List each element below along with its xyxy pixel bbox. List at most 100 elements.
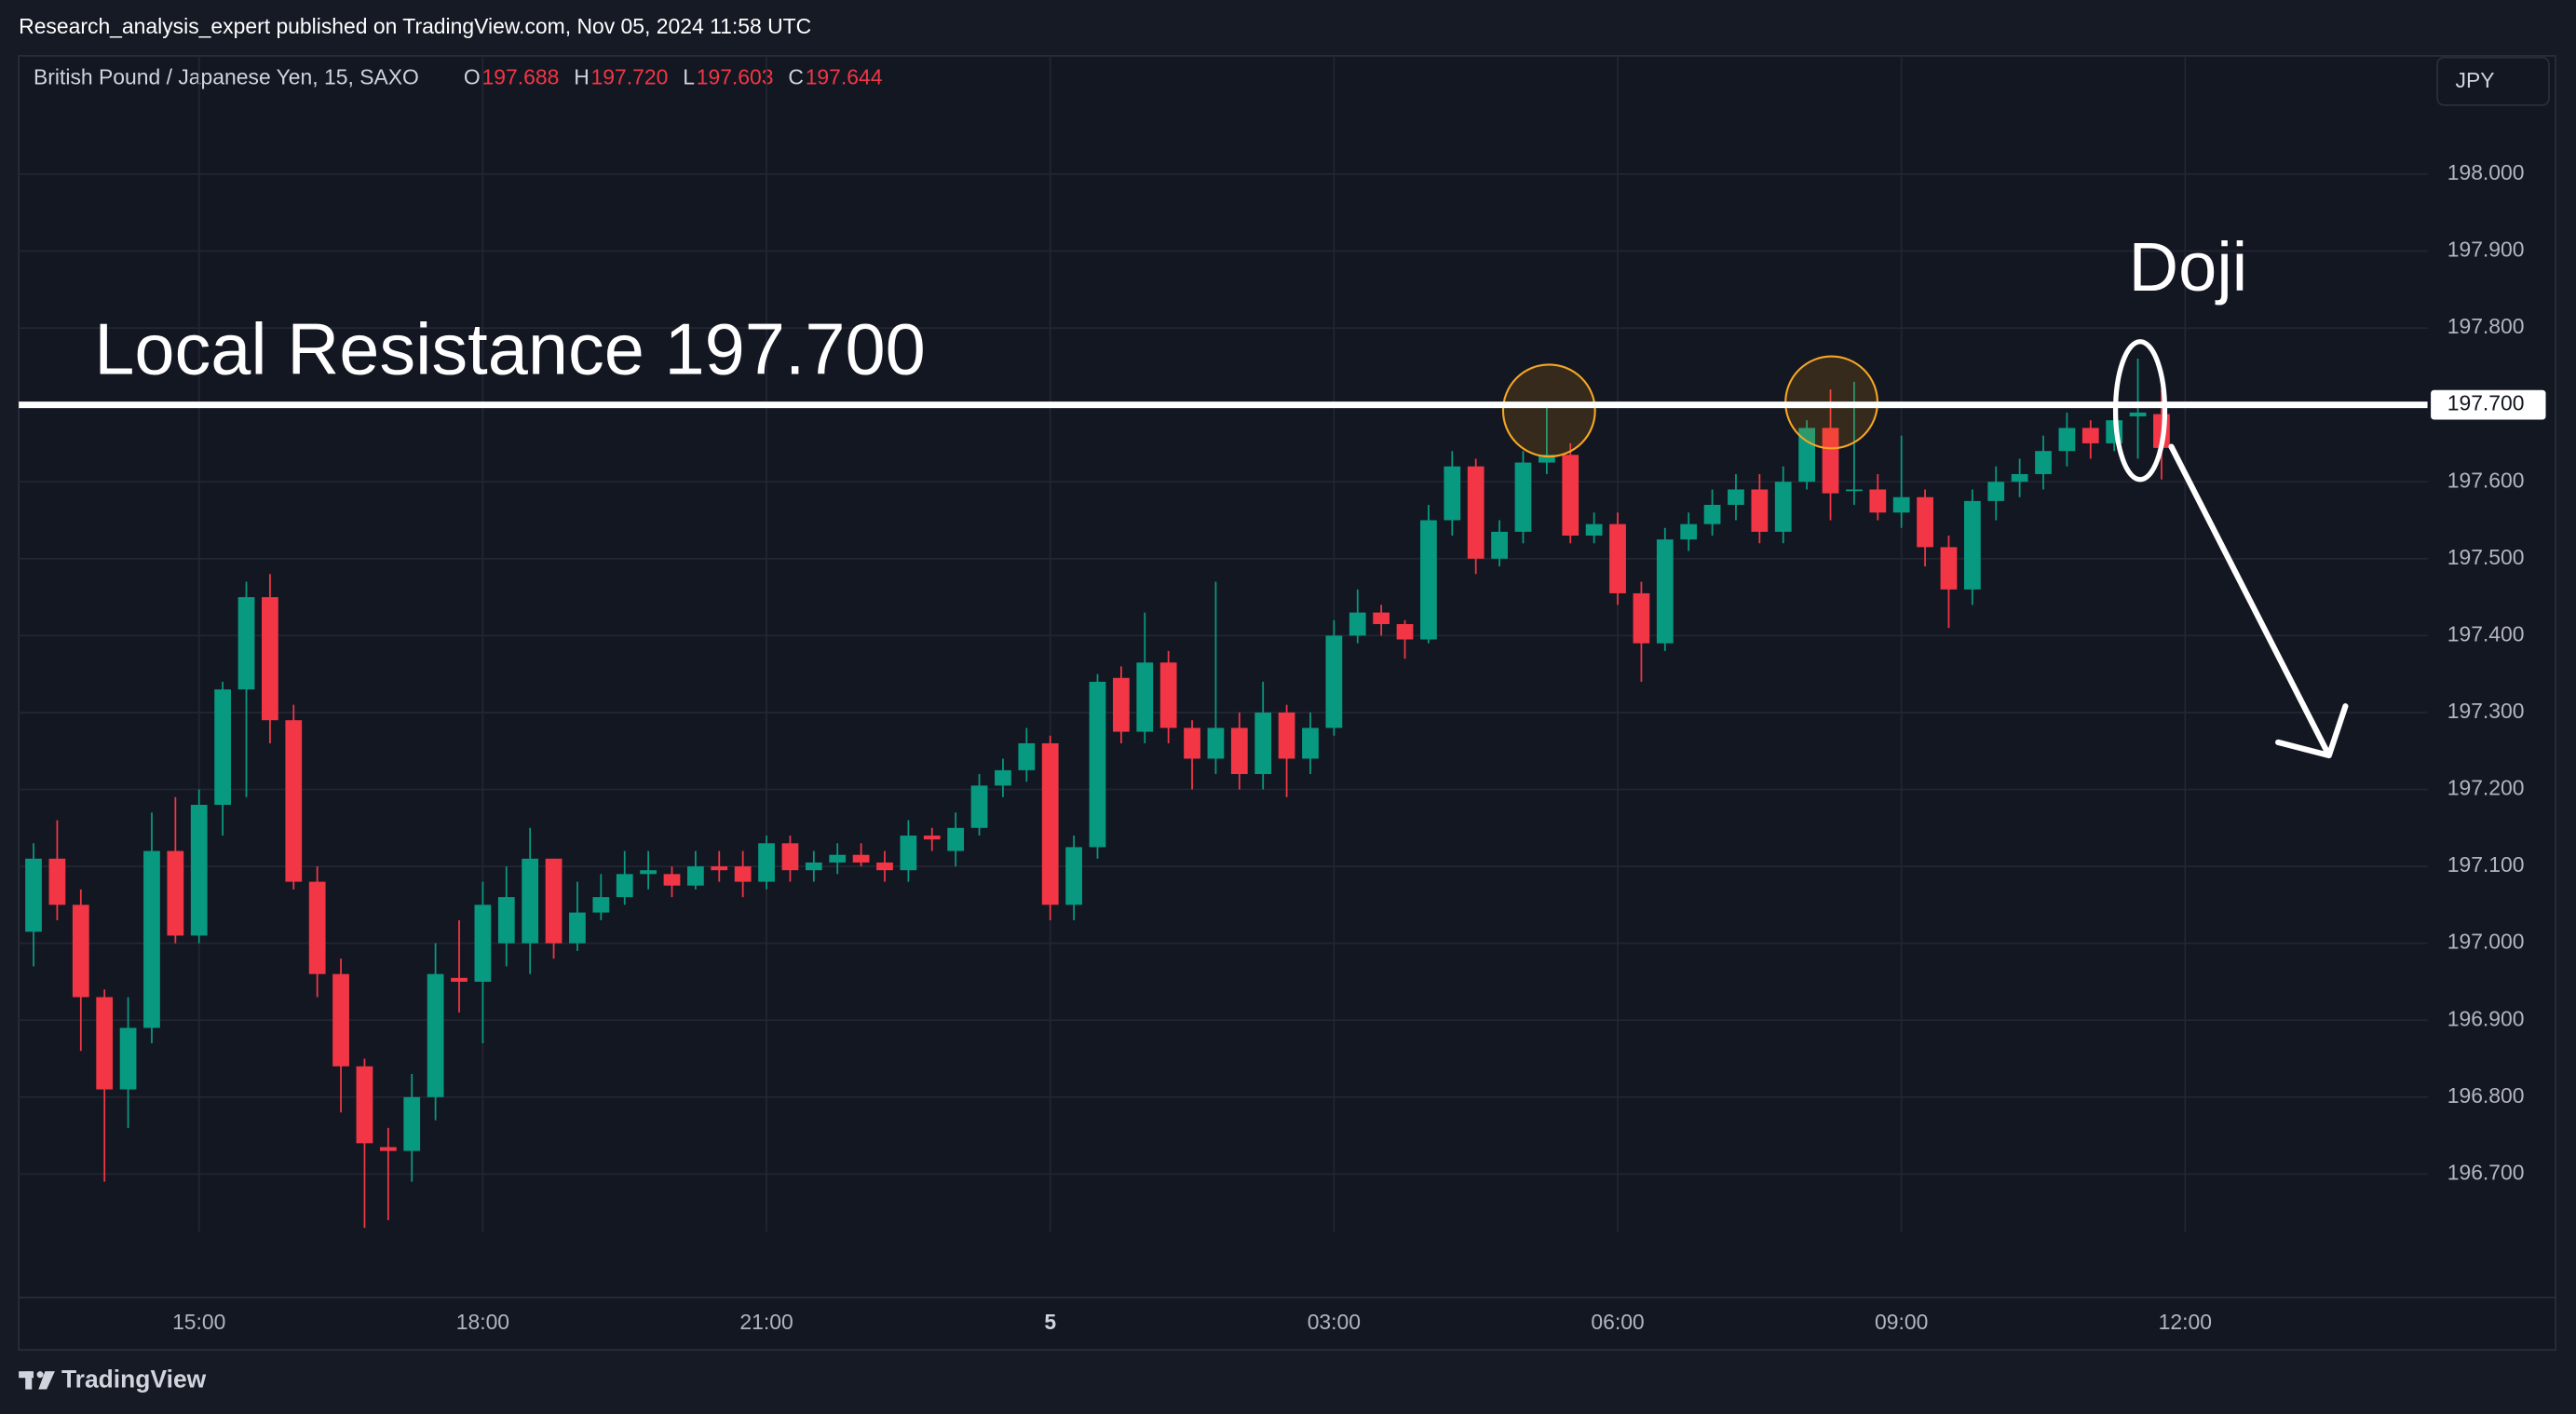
candle-body	[1349, 612, 1366, 636]
candle-body	[1562, 455, 1579, 537]
candle-body	[569, 912, 586, 944]
candle-body	[852, 854, 870, 863]
y-tick-label: 197.800	[2447, 314, 2525, 338]
candle-body	[96, 997, 114, 1090]
candle-body	[1917, 496, 1933, 548]
y-tick-label: 197.100	[2447, 852, 2525, 877]
candle-body	[167, 850, 184, 936]
candle-body	[970, 785, 988, 828]
candle-body	[427, 973, 444, 1097]
candle-body	[1514, 462, 1532, 532]
candle-body	[1041, 742, 1059, 905]
y-tick-label: 197.600	[2447, 468, 2525, 492]
ohlc-key: H	[574, 65, 590, 89]
candle-body	[214, 689, 232, 806]
publisher: Research_analysis_expert published on Tr…	[19, 14, 811, 38]
candle-body	[285, 720, 303, 882]
candle-body	[1846, 489, 1863, 492]
candle-body	[1230, 727, 1248, 774]
candle-body	[1018, 742, 1036, 770]
candle-body	[48, 858, 66, 905]
candle-body	[876, 862, 893, 871]
y-tick-label: 197.200	[2447, 776, 2525, 800]
candle-body	[1467, 466, 1485, 559]
candle-body	[1798, 428, 1816, 483]
candle-body	[237, 597, 255, 690]
logo-icon	[19, 1371, 55, 1390]
x-tick-label: 03:00	[1308, 1310, 1361, 1334]
currency-button[interactable]	[2436, 56, 2550, 106]
candle-body	[805, 862, 822, 871]
candle-body	[143, 850, 160, 1028]
candle-body	[711, 866, 728, 871]
candle-body	[1987, 482, 2005, 501]
candle-body	[451, 977, 468, 982]
candle-body	[1159, 662, 1177, 728]
ohlc-legend: O 197.688 H 197.720 L 197.603 C 197.644	[464, 65, 883, 89]
candle-body	[663, 874, 681, 886]
resistance-price-box	[2431, 389, 2546, 420]
candle-body	[640, 870, 657, 875]
ohlc-key: L	[683, 65, 695, 89]
candle-body	[308, 881, 326, 974]
candle-body	[25, 858, 42, 932]
x-tick-label: 21:00	[739, 1310, 793, 1334]
candle-body	[1089, 681, 1106, 848]
doji-ellipse	[2112, 339, 2168, 483]
chart-frame	[18, 55, 2556, 1352]
candle-body	[72, 904, 89, 998]
candle-body	[781, 843, 799, 871]
resistance-price-label: 197.700	[2447, 391, 2525, 415]
candle-body	[403, 1096, 421, 1151]
candle-body	[1609, 523, 1626, 593]
candle-body	[119, 1027, 137, 1090]
ohlc-key: C	[788, 65, 804, 89]
y-tick-label: 197.500	[2447, 545, 2525, 569]
candle-body	[2129, 412, 2147, 417]
candle-body	[1491, 531, 1508, 559]
candle-body	[190, 805, 208, 936]
candle-body	[1373, 612, 1390, 624]
currency[interactable]: JPY	[2456, 68, 2495, 92]
candle-body	[1254, 712, 1272, 774]
x-tick-label: 06:00	[1591, 1310, 1644, 1334]
candle-body	[1869, 489, 1887, 513]
candle-body	[262, 597, 278, 721]
y-tick-label: 197.300	[2447, 699, 2525, 723]
candle-body	[1444, 466, 1461, 521]
candle-body	[2081, 428, 2099, 443]
x-tick-label: 18:00	[456, 1310, 509, 1334]
doji-annotation: Doji	[2129, 228, 2248, 306]
candle-body	[1302, 727, 1319, 759]
candle-body	[1680, 523, 1698, 540]
candle-body	[829, 854, 847, 863]
candle-body	[1325, 635, 1343, 728]
candle-body	[545, 858, 563, 944]
y-tick-label: 196.900	[2447, 1006, 2525, 1030]
candle-body	[1751, 489, 1769, 532]
candle-body	[900, 836, 917, 871]
y-tick-label: 197.900	[2447, 238, 2525, 262]
y-tick-label: 197.000	[2447, 930, 2525, 954]
candle-body	[379, 1147, 397, 1151]
y-tick-label: 196.700	[2447, 1160, 2525, 1184]
highlight-circle	[1501, 363, 1596, 458]
y-tick-label: 197.400	[2447, 621, 2525, 646]
logo-text: TradingView	[61, 1366, 207, 1394]
y-tick-label: 196.800	[2447, 1083, 2525, 1108]
candle-body	[1774, 482, 1792, 532]
candle-body	[1065, 847, 1082, 905]
candle-body	[1207, 727, 1225, 759]
candle-body	[2011, 473, 2028, 483]
candle-body	[686, 866, 704, 886]
candle-body	[947, 827, 965, 851]
down-arrow	[2168, 443, 2349, 759]
ohlc-value: 197.644	[806, 65, 883, 89]
overlay: Local Resistance 197.700 Doji 197.700	[19, 228, 2546, 759]
candle-body	[1278, 712, 1295, 759]
candle-body	[923, 836, 941, 840]
ohlc-value: 197.720	[591, 65, 669, 89]
symbol: British Pound / Japanese Yen, 15, SAXO	[34, 65, 419, 89]
candle-body	[1633, 592, 1650, 644]
